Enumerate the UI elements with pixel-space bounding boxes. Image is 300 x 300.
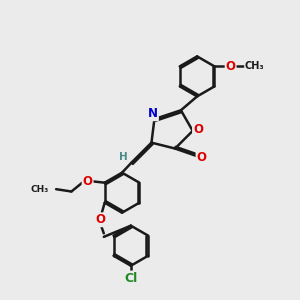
Text: O: O [226, 60, 236, 73]
Text: O: O [193, 123, 203, 136]
Text: O: O [95, 213, 105, 226]
Text: O: O [196, 151, 206, 164]
Text: Cl: Cl [124, 272, 137, 285]
Text: CH₃: CH₃ [31, 185, 49, 194]
Text: CH₃: CH₃ [245, 61, 265, 71]
Text: O: O [82, 175, 93, 188]
Text: N: N [148, 107, 158, 120]
Text: H: H [119, 152, 128, 162]
